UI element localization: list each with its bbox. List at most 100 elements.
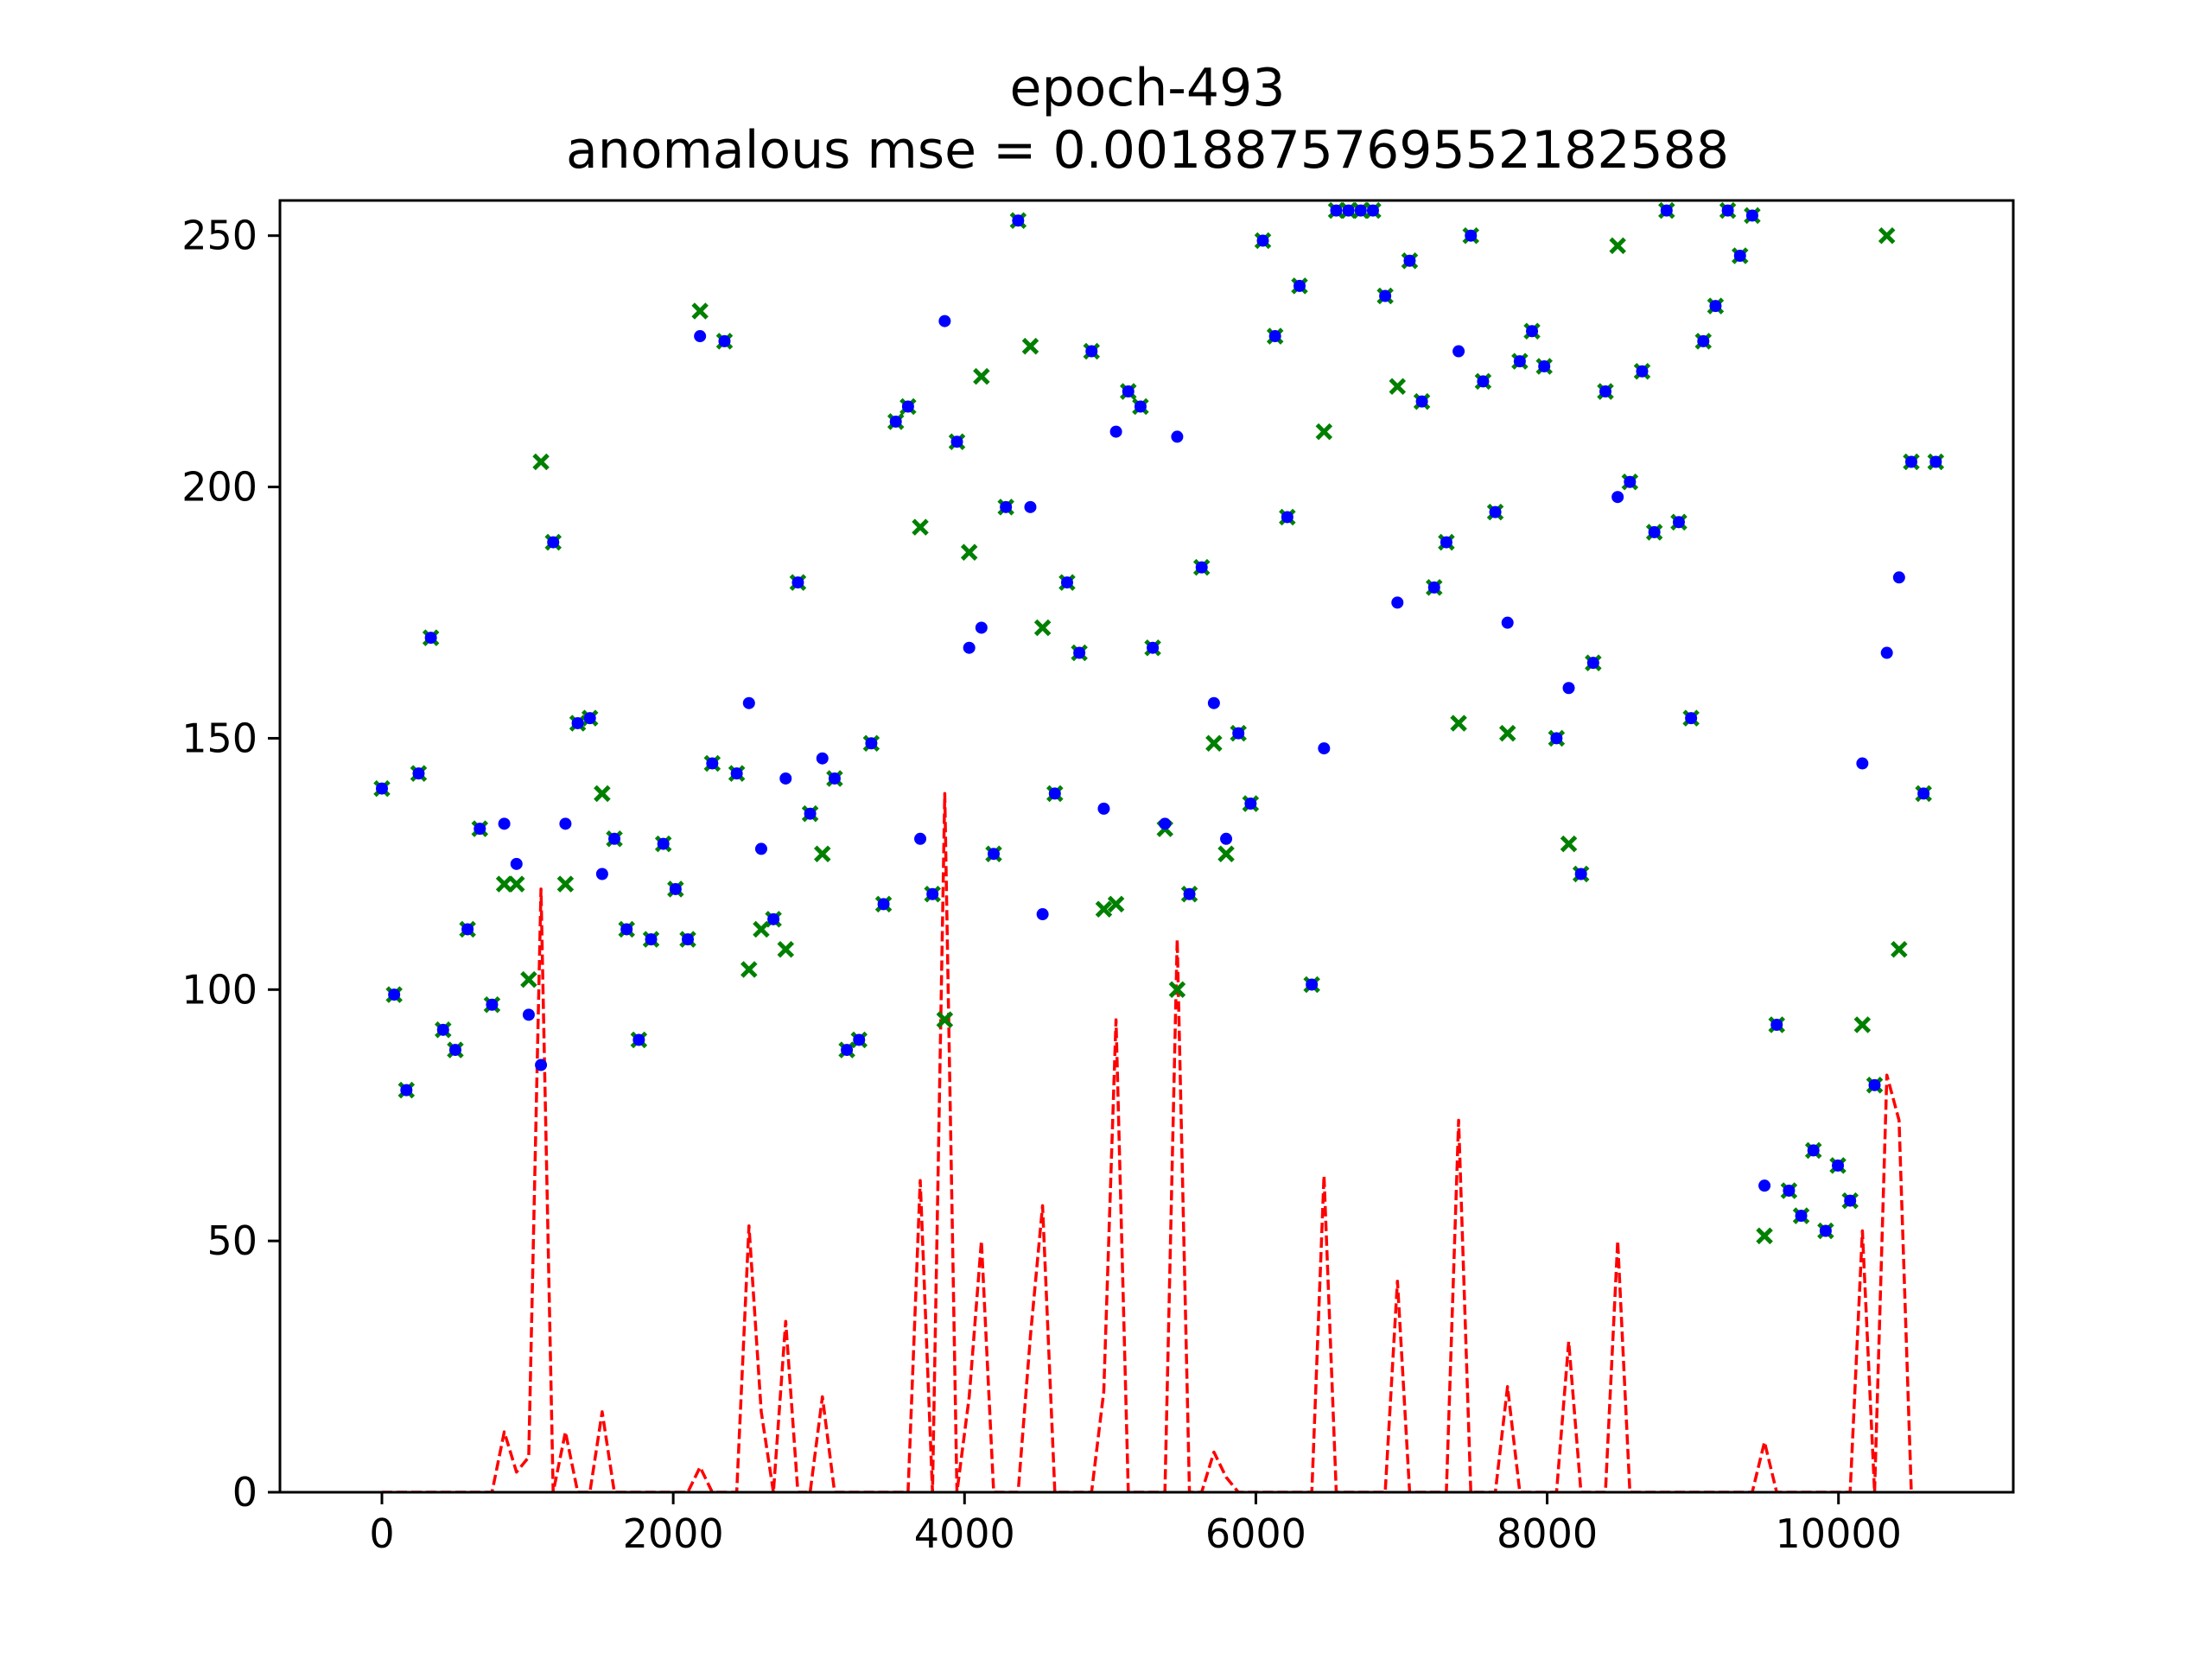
y-tick-label-4: 200 — [181, 464, 257, 511]
predicted-point-125 — [1905, 455, 1917, 468]
actual-point-11 — [507, 875, 525, 893]
predicted-point-105 — [1660, 204, 1673, 217]
predicted-point-54 — [1036, 908, 1049, 921]
predicted-point-35 — [804, 807, 817, 820]
plot-area — [373, 201, 1945, 1492]
predicted-point-62 — [1134, 400, 1147, 413]
predicted-point-116 — [1795, 1210, 1808, 1223]
predicted-point-47 — [950, 435, 963, 448]
predicted-point-74 — [1281, 511, 1294, 524]
predicted-point-84 — [1403, 254, 1416, 267]
predicted-point-4 — [424, 632, 437, 645]
predicted-point-30 — [742, 696, 755, 709]
predicted-point-8 — [474, 823, 486, 836]
predicted-point-46 — [938, 315, 951, 327]
predicted-point-65 — [1171, 430, 1184, 443]
actual-point-92 — [1498, 724, 1516, 742]
predicted-point-94 — [1526, 325, 1539, 338]
predicted-point-19 — [608, 832, 621, 845]
predicted-point-77 — [1318, 742, 1331, 755]
predicted-point-18 — [595, 868, 608, 880]
predicted-point-14 — [547, 536, 560, 549]
predicted-point-67 — [1195, 561, 1208, 574]
predicted-point-13 — [535, 1058, 548, 1071]
predicted-point-31 — [754, 842, 767, 855]
predicted-point-81 — [1366, 204, 1379, 217]
predicted-point-127 — [1929, 455, 1942, 468]
predicted-point-80 — [1354, 204, 1367, 217]
actual-point-83 — [1389, 378, 1407, 396]
predicted-point-68 — [1207, 696, 1220, 709]
actual-point-101 — [1609, 237, 1626, 255]
actual-point-30 — [741, 961, 758, 978]
predicted-point-97 — [1562, 682, 1575, 695]
predicted-point-73 — [1268, 330, 1281, 343]
predicted-point-87 — [1440, 536, 1452, 549]
predicted-point-3 — [412, 767, 425, 780]
predicted-point-32 — [767, 912, 780, 925]
predicted-point-9 — [486, 998, 499, 1011]
predicted-point-48 — [963, 641, 976, 654]
actual-point-123 — [1878, 226, 1896, 245]
y-tick-label-2: 100 — [181, 966, 257, 1013]
predicted-point-61 — [1122, 385, 1135, 398]
predicted-point-117 — [1807, 1144, 1820, 1157]
predicted-point-53 — [1024, 500, 1037, 513]
predicted-point-64 — [1159, 817, 1172, 830]
predicted-point-113 — [1758, 1179, 1771, 1192]
predicted-point-75 — [1294, 279, 1306, 292]
series-line-error — [382, 791, 1913, 1492]
actual-point-12 — [520, 970, 537, 988]
predicted-point-45 — [926, 887, 939, 900]
actual-point-48 — [960, 543, 978, 561]
predicted-point-69 — [1220, 832, 1233, 845]
x-tick-label-1: 2000 — [623, 1510, 724, 1557]
predicted-point-66 — [1183, 887, 1196, 900]
predicted-point-122 — [1868, 1078, 1881, 1091]
y-tick-label-3: 150 — [181, 715, 257, 761]
y-tick-label-0: 0 — [232, 1469, 257, 1516]
predicted-point-83 — [1391, 596, 1404, 609]
predicted-point-7 — [461, 923, 474, 936]
predicted-point-93 — [1513, 355, 1526, 368]
predicted-point-76 — [1306, 978, 1319, 991]
predicted-point-100 — [1599, 385, 1611, 398]
predicted-point-126 — [1917, 787, 1930, 800]
predicted-point-110 — [1721, 204, 1734, 217]
predicted-point-49 — [975, 621, 988, 634]
predicted-point-6 — [448, 1044, 461, 1057]
predicted-point-106 — [1672, 516, 1685, 529]
predicted-point-70 — [1232, 727, 1245, 740]
predicted-point-55 — [1048, 787, 1061, 800]
predicted-point-37 — [828, 772, 841, 785]
predicted-point-11 — [510, 857, 523, 870]
predicted-point-96 — [1550, 732, 1563, 745]
predicted-point-34 — [791, 576, 804, 589]
predicted-point-101 — [1611, 491, 1624, 504]
predicted-point-44 — [914, 832, 927, 845]
actual-point-36 — [813, 845, 831, 862]
predicted-point-119 — [1832, 1159, 1845, 1172]
predicted-point-1 — [388, 988, 401, 1001]
predicted-point-56 — [1060, 576, 1073, 589]
predicted-point-107 — [1685, 712, 1698, 725]
predicted-point-38 — [841, 1044, 854, 1057]
y-tick-label-5: 250 — [181, 213, 257, 259]
predicted-point-120 — [1844, 1194, 1857, 1207]
predicted-point-15 — [559, 817, 572, 830]
actual-point-69 — [1217, 845, 1235, 862]
predicted-point-71 — [1244, 798, 1257, 810]
predicted-point-29 — [730, 767, 743, 780]
actual-point-18 — [594, 785, 611, 803]
predicted-point-78 — [1330, 204, 1343, 217]
predicted-point-57 — [1073, 646, 1086, 659]
predicted-point-24 — [669, 882, 682, 895]
predicted-point-33 — [779, 772, 792, 785]
predicted-point-109 — [1709, 300, 1722, 313]
predicted-point-36 — [816, 752, 829, 765]
predicted-point-91 — [1489, 505, 1502, 518]
predicted-point-92 — [1501, 616, 1514, 629]
actual-point-59 — [1095, 900, 1113, 918]
